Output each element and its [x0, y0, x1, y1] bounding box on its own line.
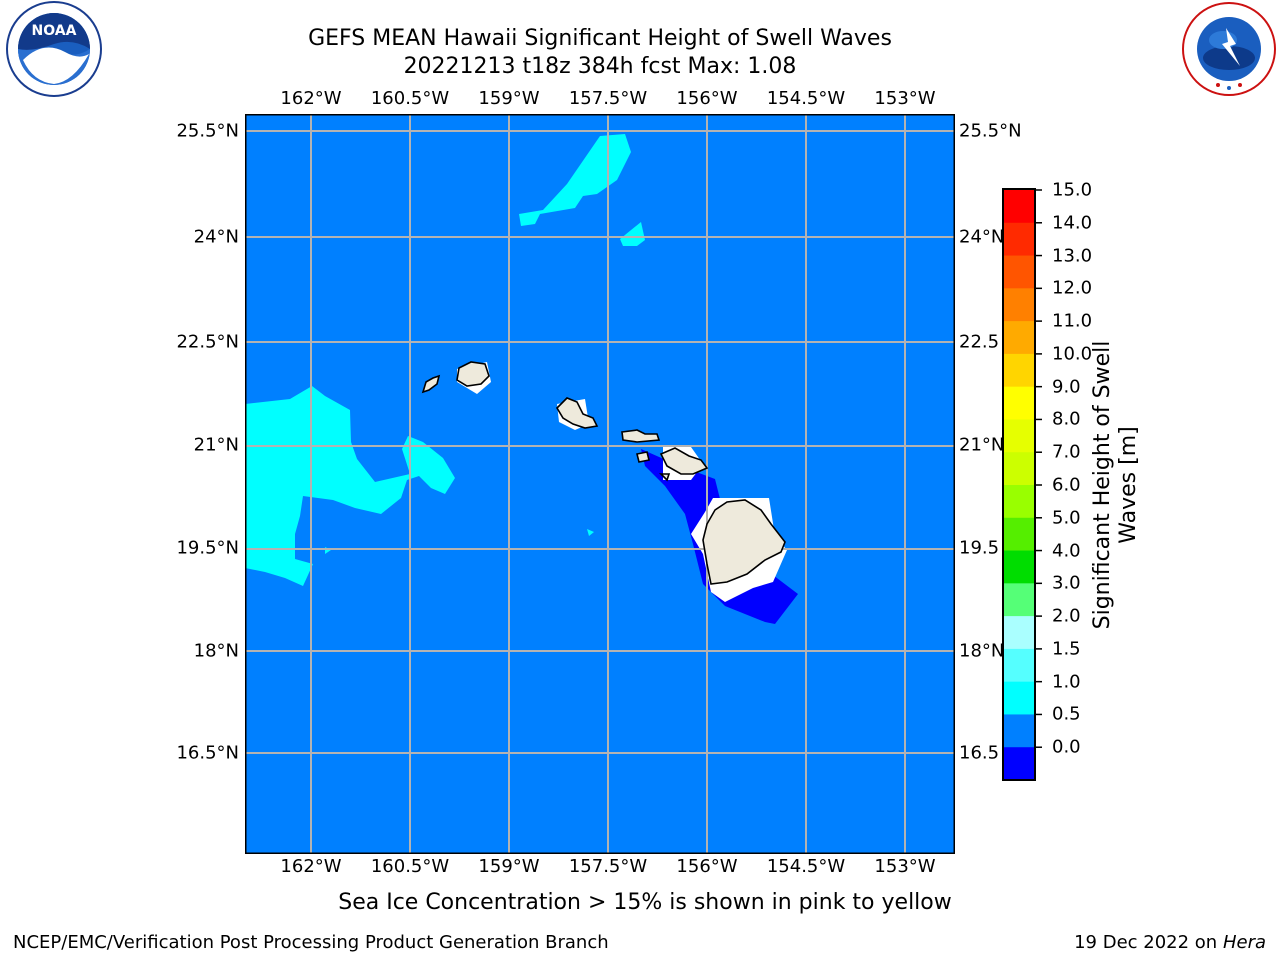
- lat-label-left: 25.5°N: [176, 120, 239, 142]
- colorbar-tick-label: 14.0: [1052, 212, 1093, 234]
- noaa-logo: NOAA: [6, 1, 102, 97]
- lon-label-bottom: 154.5°W: [766, 856, 846, 877]
- kahoolawe-island: [659, 473, 671, 482]
- colorbar-segment: [1004, 255, 1034, 289]
- colorbar-segment: [1004, 321, 1034, 355]
- colorbar-segment: [1004, 452, 1034, 486]
- lon-label-bottom: 160.5°W: [370, 856, 450, 877]
- lon-label-bottom: 156°W: [676, 856, 738, 877]
- colorbar-segment: [1004, 714, 1034, 748]
- colorbar-tick-label: 15.0: [1052, 179, 1093, 201]
- colorbar: [1002, 188, 1042, 781]
- generation-date: 19 Dec 2022 on Hera: [1074, 932, 1266, 953]
- kauai-island: [456, 361, 490, 387]
- lon-label-top: 157.5°W: [568, 88, 648, 109]
- producer-credit: NCEP/EMC/Verification Post Processing Pr…: [13, 932, 609, 953]
- colorbar-tick-label: 2.0: [1052, 605, 1081, 627]
- lat-label-right: 25.5°N: [959, 120, 1022, 142]
- colorbar-tick-label: 1.5: [1052, 638, 1081, 660]
- lanai-island: [636, 451, 650, 463]
- lat-label-right: 16.5: [959, 742, 1000, 764]
- colorbar-tick-label: 13.0: [1052, 245, 1093, 267]
- lat-label-right: 18°N: [959, 640, 1005, 662]
- lat-label-left: 16.5°N: [176, 742, 239, 764]
- sea-ice-note: Sea Ice Concentration > 15% is shown in …: [338, 890, 952, 915]
- lat-label-left: 21°N: [193, 434, 239, 456]
- map-panel: [245, 114, 955, 854]
- lat-label-right: 22.5: [959, 331, 1000, 353]
- colorbar-tick-label: 11.0: [1052, 310, 1093, 332]
- lon-label-bottom: 157.5°W: [568, 856, 648, 877]
- swell-band-cyan: [245, 134, 645, 586]
- chart-title: GEFS MEAN Hawaii Significant Height of S…: [308, 26, 892, 51]
- lon-label-top: 159°W: [478, 88, 540, 109]
- lat-label-right: 24°N: [959, 226, 1005, 248]
- colorbar-segment: [1004, 288, 1034, 322]
- maui-island: [659, 447, 709, 475]
- colorbar-tick-label: 6.0: [1052, 474, 1081, 496]
- colorbar-tick-label: 10.0: [1052, 343, 1093, 365]
- colorbar-segment: [1004, 517, 1034, 552]
- colorbar-segment: [1004, 681, 1034, 715]
- colorbar-tick-label: 5.0: [1052, 507, 1081, 529]
- colorbar-segment: [1004, 747, 1034, 781]
- lon-label-top: 160.5°W: [370, 88, 450, 109]
- colorbar-segment: [1004, 616, 1034, 650]
- lon-label-top: 162°W: [280, 88, 342, 109]
- niihau-island: [421, 374, 441, 394]
- colorbar-tick-label: 9.0: [1052, 376, 1081, 398]
- colorbar-tick-label: 1.0: [1052, 671, 1081, 693]
- lat-label-right: 21°N: [959, 434, 1005, 456]
- lat-label-right: 19.5: [959, 537, 1000, 559]
- host-name: Hera: [1222, 932, 1266, 953]
- lon-label-bottom: 162°W: [280, 856, 342, 877]
- lon-label-top: 156°W: [676, 88, 738, 109]
- colorbar-segment: [1004, 190, 1034, 224]
- nws-logo: [1182, 2, 1276, 96]
- hawaii-island: [702, 499, 786, 585]
- lat-label-left: 24°N: [193, 226, 239, 248]
- lon-label-bottom: 159°W: [478, 856, 540, 877]
- colorbar-segment: [1004, 648, 1034, 683]
- colorbar-segment: [1004, 222, 1034, 257]
- colorbar-segment: [1004, 419, 1034, 453]
- svg-text:NOAA: NOAA: [32, 23, 77, 39]
- colorbar-segment: [1004, 550, 1034, 584]
- lon-label-top: 153°W: [874, 88, 936, 109]
- lat-label-left: 18°N: [193, 640, 239, 662]
- lon-label-bottom: 153°W: [874, 856, 936, 877]
- chart-subtitle: 20221213 t18z 384h fcst Max: 1.08: [403, 54, 797, 79]
- colorbar-tick-label: 0.0: [1052, 736, 1081, 758]
- graticule: [245, 114, 955, 854]
- colorbar-tick-label: 7.0: [1052, 441, 1081, 463]
- colorbar-tick-label: 0.5: [1052, 703, 1081, 725]
- colorbar-segment: [1004, 583, 1034, 617]
- colorbar-tick-label: 8.0: [1052, 408, 1081, 430]
- colorbar-segment: [1004, 353, 1034, 388]
- molokai-island: [621, 429, 661, 443]
- islands: [421, 361, 786, 585]
- lat-label-left: 19.5°N: [176, 537, 239, 559]
- colorbar-segment: [1004, 485, 1034, 519]
- colorbar-tick-label: 4.0: [1052, 540, 1081, 562]
- colorbar-segment: [1004, 386, 1034, 420]
- lon-label-top: 154.5°W: [766, 88, 846, 109]
- oahu-island: [555, 397, 599, 429]
- lat-label-left: 22.5°N: [176, 331, 239, 353]
- colorbar-label: Significant Height of Swell Waves [m]: [1090, 340, 1141, 630]
- colorbar-tick-label: 12.0: [1052, 277, 1093, 299]
- colorbar-tick-label: 3.0: [1052, 572, 1081, 594]
